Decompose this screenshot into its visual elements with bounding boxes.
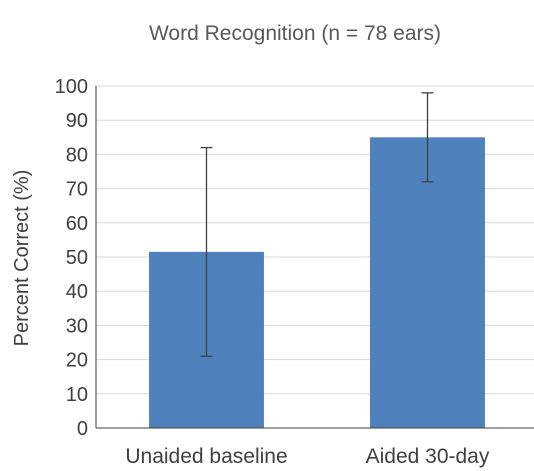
y-axis-label: Percent Correct (%) (11, 170, 33, 347)
x-category-label: Unaided baseline (125, 445, 287, 468)
bars (149, 137, 485, 429)
y-tick-label: 70 (66, 179, 88, 201)
y-tick-label: 40 (66, 281, 88, 303)
error-bars (200, 92, 434, 357)
y-tick-label: 30 (66, 315, 88, 337)
y-tick-label: 60 (66, 213, 88, 235)
y-tick-label: 0 (77, 418, 88, 440)
chart-title: Word Recognition (n = 78 ears) (149, 22, 441, 45)
y-tick-label: 80 (66, 144, 88, 166)
y-tick-label: 100 (55, 76, 88, 98)
y-tick-label: 90 (66, 110, 88, 132)
bar (370, 137, 485, 429)
error-bar (200, 146, 213, 357)
y-tick-label: 20 (66, 350, 88, 372)
x-category-labels: Unaided baseline Aided 30-day (125, 445, 490, 468)
x-category-label: Aided 30-day (366, 445, 490, 468)
y-tick-labels: 0 10 20 30 40 50 60 70 80 90 100 (55, 76, 88, 440)
y-tick-label: 10 (66, 384, 88, 406)
y-tick-label: 50 (66, 247, 88, 269)
axes (95, 86, 534, 429)
error-bar (421, 92, 434, 183)
